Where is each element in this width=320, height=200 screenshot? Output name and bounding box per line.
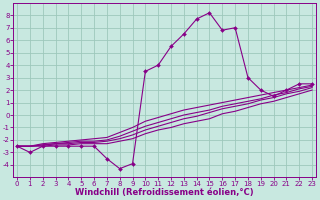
X-axis label: Windchill (Refroidissement éolien,°C): Windchill (Refroidissement éolien,°C) <box>75 188 254 197</box>
